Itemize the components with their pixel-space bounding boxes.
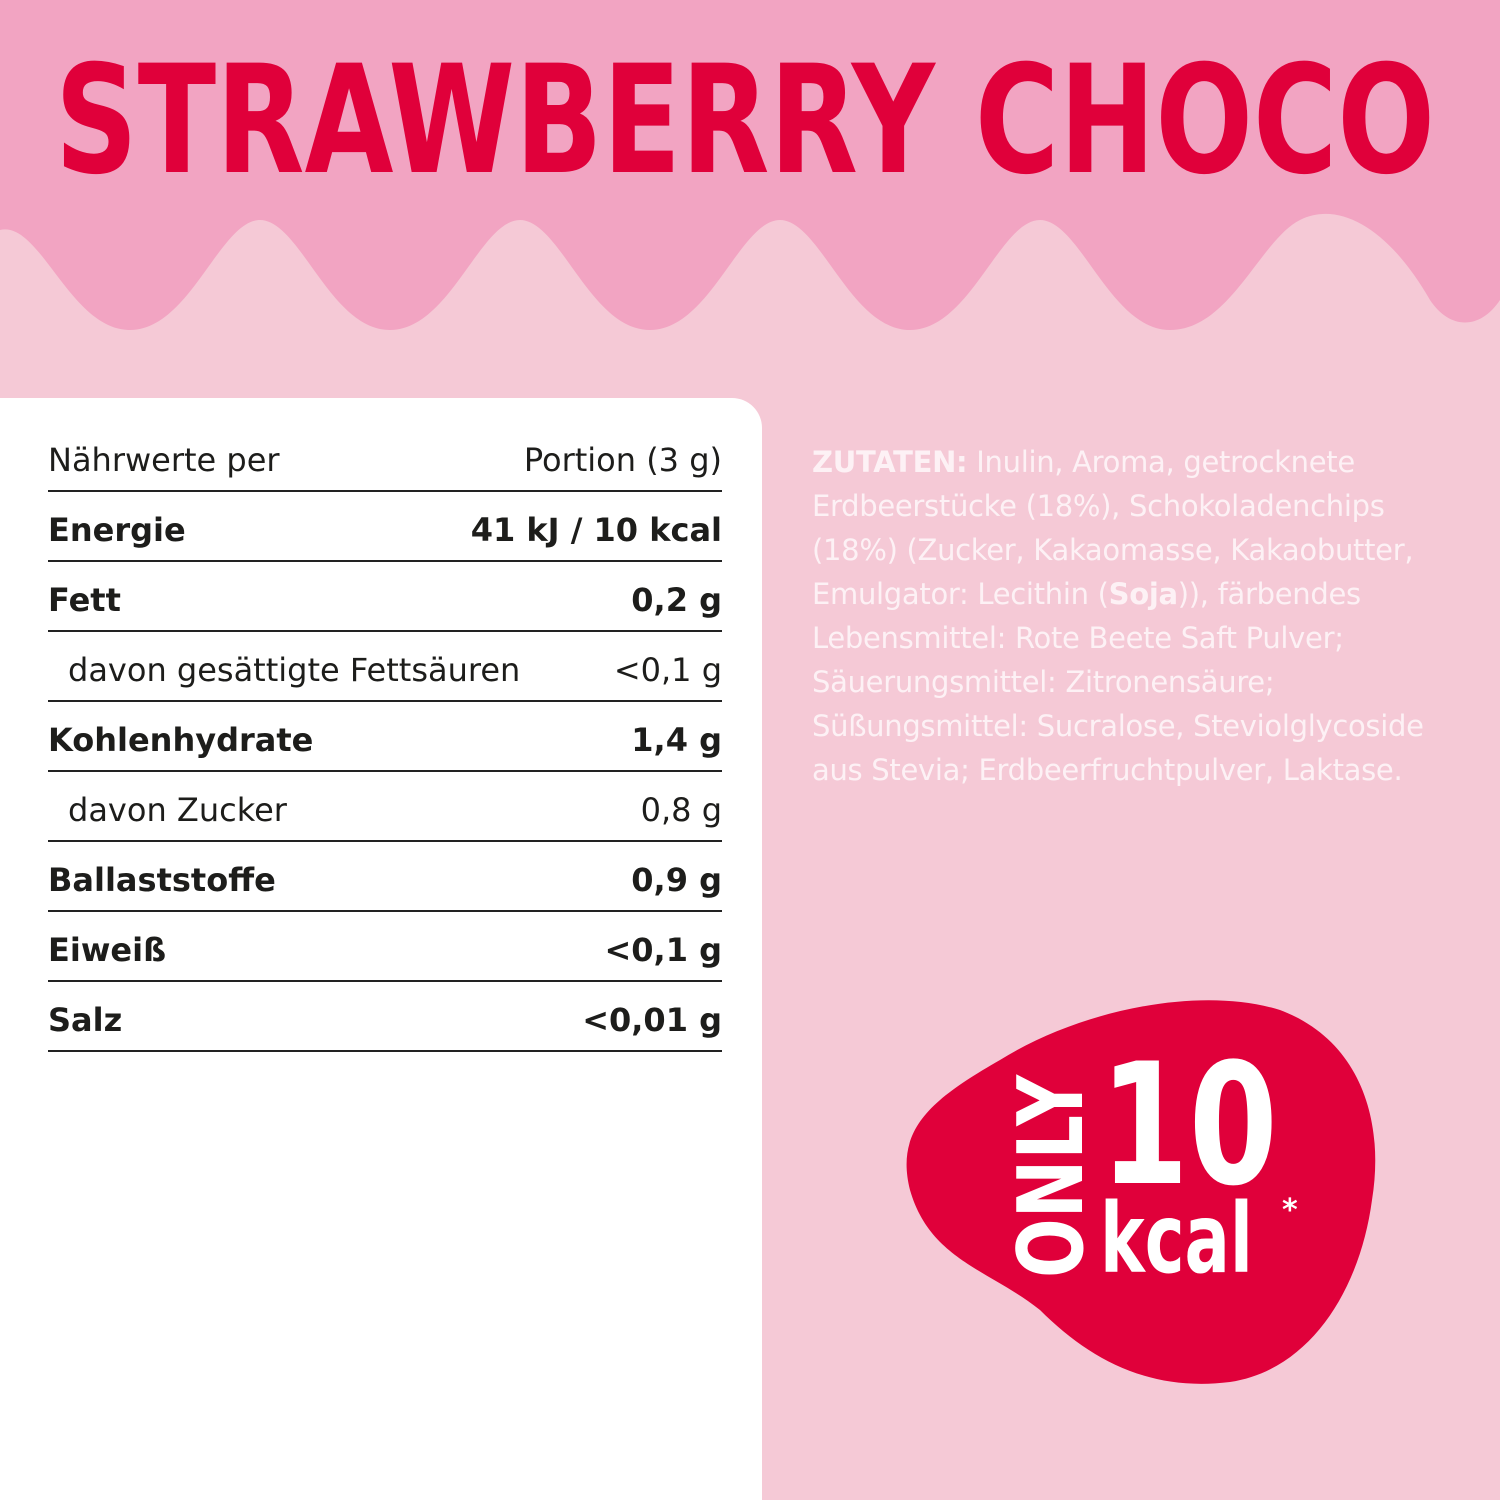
- nutrition-header-row: Nährwerte per Portion (3 g): [48, 422, 722, 492]
- allergen-soja: Soja: [1108, 577, 1178, 611]
- nutrition-row: Salz <0,01 g: [48, 982, 722, 1052]
- nutrition-row: Kohlenhydrate 1,4 g: [48, 702, 722, 772]
- badge-only: ONLY: [999, 1074, 1104, 1278]
- nutrient-label: davon Zucker: [68, 791, 287, 829]
- nutrient-value: <0,1 g: [604, 931, 722, 969]
- ingredients-text: ZUTATEN: Inulin, Aroma, getrocknete Erdb…: [812, 440, 1462, 792]
- ingredients-heading: ZUTATEN:: [812, 445, 968, 479]
- nutrient-label: Eiweiß: [48, 931, 167, 969]
- badge-unit: kcal: [1100, 1183, 1253, 1295]
- product-title: STRAWBERRY CHOCO: [55, 34, 1435, 208]
- ingredients-part-2: )), färbendes Lebensmittel: Rote Beete S…: [812, 577, 1424, 787]
- nutrient-value: <0,1 g: [613, 651, 722, 689]
- badge-number: 10: [1100, 1027, 1278, 1223]
- nutrition-row: Ballaststoffe 0,9 g: [48, 842, 722, 912]
- nutrition-row: davon Zucker 0,8 g: [48, 772, 722, 842]
- badge-asterisk: *: [1282, 1193, 1298, 1228]
- nutrient-value: 0,2 g: [631, 581, 722, 619]
- nutrient-value: 1,4 g: [631, 721, 722, 759]
- ingredients-part-1: Inulin, Aroma, getrocknete Erdbeerstücke…: [812, 445, 1414, 611]
- nutrition-row: Eiweiß <0,1 g: [48, 912, 722, 982]
- nutrient-label: davon gesättigte Fettsäuren: [68, 651, 521, 689]
- nutrition-table-panel: [0, 398, 762, 1500]
- nutrient-value: 0,8 g: [640, 791, 722, 829]
- nutrient-label: Fett: [48, 581, 121, 619]
- nutrient-label: Kohlenhydrate: [48, 721, 314, 759]
- header-label: Nährwerte per: [48, 441, 280, 479]
- nutrition-row: Fett 0,2 g: [48, 562, 722, 632]
- header-value: Portion (3 g): [523, 441, 722, 479]
- nutrient-label: Ballaststoffe: [48, 861, 276, 899]
- nutrient-value: 0,9 g: [631, 861, 722, 899]
- nutrient-value: <0,01 g: [582, 1001, 722, 1039]
- nutrition-row: Energie 41 kJ / 10 kcal: [48, 492, 722, 562]
- nutrient-value: 41 kJ / 10 kcal: [470, 511, 722, 549]
- nutrition-row: davon gesättigte Fettsäuren <0,1 g: [48, 632, 722, 702]
- nutrient-label: Energie: [48, 511, 186, 549]
- nutrient-label: Salz: [48, 1001, 123, 1039]
- header-wave-band: STRAWBERRY CHOCO: [0, 0, 1500, 330]
